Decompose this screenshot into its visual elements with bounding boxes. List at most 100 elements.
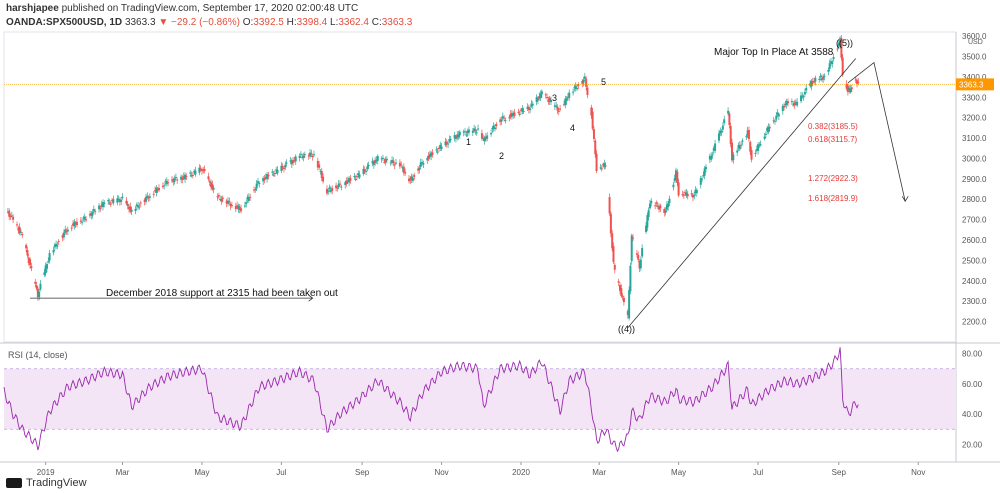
last-price: 3363.3 xyxy=(124,17,156,28)
candle-body xyxy=(694,189,697,194)
candle-body xyxy=(155,187,158,193)
candle-body xyxy=(57,240,60,242)
candle-body xyxy=(549,99,552,103)
candle-body xyxy=(513,112,516,116)
candle-body xyxy=(164,180,167,182)
candle-body xyxy=(163,185,166,187)
author-name[interactable]: harshjapee xyxy=(6,3,59,14)
candle-body xyxy=(518,113,521,115)
candle-body xyxy=(171,179,173,181)
candle-body xyxy=(138,206,141,208)
candle-body xyxy=(353,176,356,178)
candle-body xyxy=(45,264,48,269)
candle-body xyxy=(134,208,137,211)
candle-body xyxy=(659,205,662,209)
time-tick-label: Nov xyxy=(434,468,448,477)
candle-body xyxy=(792,104,795,106)
candle-body xyxy=(503,117,506,119)
candle-body xyxy=(392,160,395,163)
candle-body xyxy=(44,265,47,274)
time-tick-label: May xyxy=(671,468,686,477)
candle-body xyxy=(499,119,502,123)
time-tick-label: 2019 xyxy=(37,468,55,477)
candle-body xyxy=(741,140,744,142)
candle-body xyxy=(55,243,58,247)
candle-body xyxy=(349,178,352,181)
candle-body xyxy=(435,149,438,151)
rsi-tick-label: 80.00 xyxy=(962,350,983,359)
candle-body xyxy=(419,162,422,167)
candle-body xyxy=(430,152,433,157)
candle-body xyxy=(371,160,374,164)
candle-body xyxy=(185,175,188,177)
candle-body xyxy=(409,178,412,181)
candle-body xyxy=(449,138,452,140)
candle-body xyxy=(728,113,731,125)
chart-annotation: 5 xyxy=(601,77,606,87)
candle-body xyxy=(690,193,693,195)
candle-body xyxy=(638,261,641,269)
candle-body xyxy=(591,111,594,129)
candle-body xyxy=(318,164,321,168)
time-tick-label: Sep xyxy=(832,468,847,477)
candle-body xyxy=(100,204,103,207)
rsi-tick-label: 60.00 xyxy=(962,380,983,389)
candle-body xyxy=(273,173,276,175)
candle-body xyxy=(70,227,73,229)
candle-body xyxy=(267,174,270,177)
candle-body xyxy=(531,103,534,106)
candle-body xyxy=(402,166,405,173)
candle-body xyxy=(439,144,442,148)
candle-body xyxy=(592,129,595,139)
price-tick-label: 2800.0 xyxy=(962,195,987,204)
candle-body xyxy=(841,57,844,75)
candle-body xyxy=(474,129,477,132)
candle-body xyxy=(763,136,766,139)
candle-body xyxy=(238,206,241,211)
candle-body xyxy=(203,169,206,172)
down-arrow-icon: ▼ xyxy=(158,17,169,28)
price-tick-label: 2900.0 xyxy=(962,175,987,184)
candle-body xyxy=(281,166,284,168)
candle-body xyxy=(12,216,15,220)
candle-body xyxy=(294,156,297,162)
candle-body xyxy=(421,162,424,164)
candle-body xyxy=(755,149,758,151)
candle-body xyxy=(810,80,813,87)
candle-body xyxy=(345,180,348,184)
candle-body xyxy=(228,200,231,203)
candle-body xyxy=(520,109,523,111)
publish-date: published on TradingView.com, September … xyxy=(61,3,359,14)
candle-body xyxy=(517,111,520,113)
candle-body xyxy=(536,98,539,101)
candle-body xyxy=(787,101,789,104)
candle-body xyxy=(216,196,219,198)
candle-body xyxy=(258,182,261,185)
candle-body xyxy=(391,159,394,163)
price-tick-label: 2500.0 xyxy=(962,256,987,265)
candle-body xyxy=(811,81,814,83)
candle-body xyxy=(465,134,468,136)
candle-body xyxy=(83,216,86,220)
candle-body xyxy=(445,141,448,145)
candle-body xyxy=(38,291,41,298)
candle-body xyxy=(820,78,823,81)
candle-body xyxy=(564,98,567,106)
chart-annotation: 1 xyxy=(466,137,471,147)
candle-body xyxy=(448,139,451,142)
candle-body xyxy=(64,229,67,233)
candle-body xyxy=(35,285,38,289)
candle-body xyxy=(156,189,159,191)
candle-body xyxy=(577,84,580,86)
candle-body xyxy=(509,113,512,118)
candle-body xyxy=(90,213,93,216)
candle-body xyxy=(576,88,579,90)
candle-body xyxy=(62,232,65,238)
candle-body xyxy=(176,179,179,181)
candle-body xyxy=(431,152,434,156)
candle-body xyxy=(620,287,623,297)
candle-body xyxy=(380,158,383,160)
candle-body xyxy=(467,129,470,133)
candle-body xyxy=(34,281,37,284)
